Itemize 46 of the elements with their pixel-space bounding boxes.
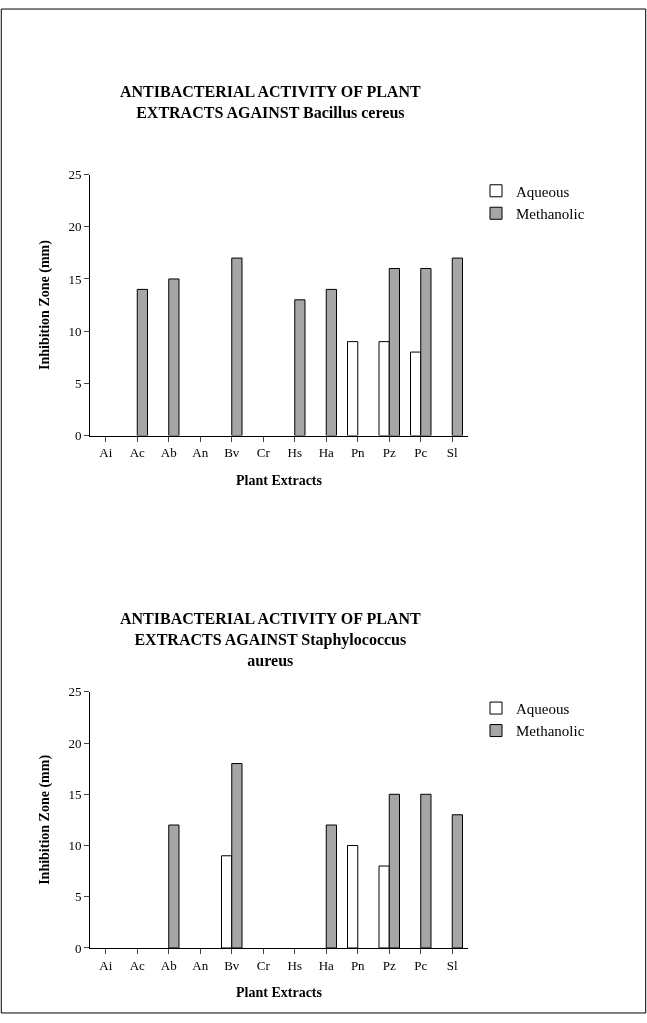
chart-title: ANTIBACTERIAL ACTIVITY OF PLANT EXTRACTS AGAINST Staphylococcus aureus (120, 610, 421, 669)
y-tick-label: 5 (74, 889, 82, 905)
x-tick-label: Pc (414, 957, 428, 973)
x-tick-label: Ab (160, 445, 177, 461)
x-tick-label: Ac (129, 445, 146, 461)
legend-label: Aqueous (516, 700, 570, 717)
y-tick-label: 15 (68, 271, 82, 287)
y-tick-label: 10 (68, 838, 82, 854)
legend-label: Methanolic (516, 206, 585, 223)
x-tick-label: An (192, 445, 209, 461)
legend-label: Methanolic (516, 723, 585, 740)
y-axis-title: Inhibition Zone (mm) (37, 239, 53, 371)
y-tick-label: 5 (74, 375, 82, 391)
x-tick-label: Pn (350, 957, 366, 973)
y-tick-label: 0 (74, 940, 82, 956)
x-tick-label: Ai (99, 445, 113, 461)
y-axis-title: Inhibition Zone (mm) (37, 754, 53, 885)
legend-label: Aqueous (516, 183, 570, 200)
x-tick-label: Ai (99, 957, 113, 973)
x-tick-label: Cr (256, 957, 271, 973)
y-tick-label: 10 (68, 323, 82, 339)
x-tick-label: An (192, 957, 209, 973)
x-tick-label: Hs (287, 957, 302, 973)
y-tick-label: 25 (68, 684, 82, 700)
x-tick-label: Pc (414, 445, 428, 461)
x-tick-label: Pn (350, 445, 366, 461)
x-tick-label: Pz (382, 445, 396, 461)
x-tick-label: Hs (287, 445, 302, 461)
y-tick-label: 15 (68, 786, 82, 802)
y-tick-label: 0 (74, 428, 82, 444)
x-tick-label: Cr (256, 445, 271, 461)
x-tick-label: Ha (318, 445, 335, 461)
x-tick-label: Bv (224, 957, 240, 973)
x-tick-label: Ac (129, 957, 146, 973)
x-tick-label: Sl (446, 445, 459, 461)
x-tick-label: Ab (160, 957, 177, 973)
y-tick-label: 20 (68, 735, 82, 751)
x-tick-label: Bv (224, 445, 240, 461)
x-tick-label: Ha (318, 957, 335, 973)
x-axis-title: Plant Extracts (236, 984, 323, 1000)
x-axis-title: Plant Extracts (236, 472, 323, 488)
x-tick-label: Pz (382, 957, 396, 973)
y-tick-label: 25 (68, 167, 82, 183)
y-tick-label: 20 (68, 219, 82, 235)
x-tick-label: Sl (446, 957, 459, 973)
chart-title: ANTIBACTERIAL ACTIVITY OF PLANT EXTRACTS AGAINST Bacillus cereus (120, 83, 421, 121)
